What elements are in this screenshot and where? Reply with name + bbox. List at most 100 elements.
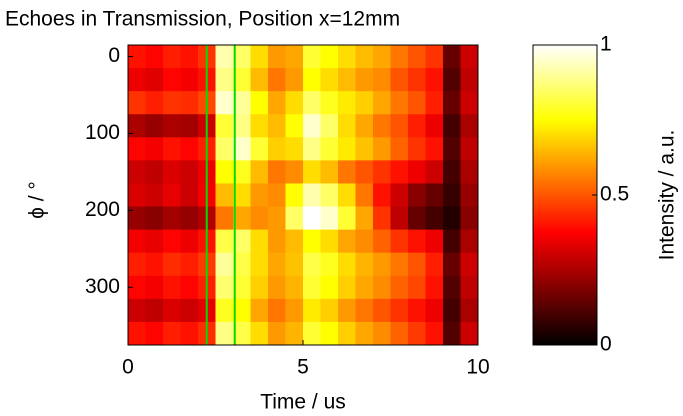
heatmap-cell (233, 114, 251, 138)
heatmap-cell (355, 252, 374, 277)
heatmap-cell (303, 45, 321, 69)
heatmap-cell (285, 160, 304, 184)
heatmap-cell (250, 229, 269, 254)
heatmap-cell (285, 321, 304, 346)
heatmap-cell (425, 137, 444, 161)
heatmap-cell (460, 252, 479, 277)
heatmap-cell (145, 114, 164, 138)
heatmap-cell (128, 321, 146, 346)
heatmap-cell (355, 321, 374, 346)
heatmap-cell (460, 91, 479, 115)
heatmap-cell (443, 252, 461, 277)
heatmap-cell (355, 183, 374, 208)
heatmap-cell (180, 275, 199, 300)
heatmap-cell (303, 229, 321, 254)
heatmap-cell (425, 298, 444, 323)
heatmap-cell (390, 45, 409, 69)
heatmap-cell (373, 45, 391, 69)
x-axis-label: Time / us (260, 391, 346, 414)
heatmap-cell (215, 137, 234, 161)
heatmap-cell (460, 160, 479, 184)
heatmap-cell (180, 160, 199, 184)
heatmap-cell (250, 114, 269, 138)
heatmap-cell (460, 321, 479, 346)
heatmap-cell (425, 275, 444, 300)
heatmap-cell (443, 321, 461, 346)
heatmap-cell (373, 321, 391, 346)
heatmap-cell (128, 183, 146, 208)
heatmap-cell (373, 298, 391, 323)
heatmap-cell (460, 45, 479, 69)
heatmap-cell (215, 45, 234, 69)
heatmap-cell (163, 275, 181, 300)
heatmap-cell (233, 206, 251, 231)
heatmap-cell (408, 45, 426, 69)
heatmap-cell (250, 91, 269, 115)
colorbar-tick-label: 0 (600, 333, 612, 356)
heatmap-cell (128, 68, 146, 92)
heatmap-cell (443, 183, 461, 208)
heatmap-cell (443, 229, 461, 254)
y-tick-label: 300 (85, 275, 120, 298)
heatmap-cell (355, 45, 374, 69)
heatmap-cell (320, 206, 339, 231)
heatmap-cell (233, 45, 251, 69)
heatmap-cell (145, 252, 164, 277)
heatmap-cell (163, 45, 181, 69)
heatmap-cell (145, 160, 164, 184)
heatmap-cell (460, 229, 479, 254)
heatmap-cell (373, 206, 391, 231)
colorbar (532, 44, 598, 346)
heatmap-cell (408, 229, 426, 254)
heatmap-cell (163, 160, 181, 184)
heatmap-cell (128, 229, 146, 254)
heatmap-cell (460, 137, 479, 161)
heatmap-cell (128, 160, 146, 184)
heatmap-cell (338, 137, 356, 161)
heatmap-cell (268, 183, 286, 208)
heatmap-cell (338, 160, 356, 184)
heatmap-cell (285, 183, 304, 208)
heatmap-cell (163, 206, 181, 231)
heatmap-cell (285, 298, 304, 323)
heatmap-cell (268, 206, 286, 231)
heatmap-cell (233, 137, 251, 161)
heatmap-cell (128, 206, 146, 231)
heatmap-cell (250, 206, 269, 231)
heatmap-cell (338, 68, 356, 92)
heatmap-cell (180, 252, 199, 277)
heatmap-cell (320, 252, 339, 277)
heatmap-cell (250, 321, 269, 346)
heatmap-cell (303, 321, 321, 346)
heatmap-cell (373, 68, 391, 92)
heatmap-cell (390, 252, 409, 277)
heatmap-cell (425, 206, 444, 231)
heatmap-cell (215, 298, 234, 323)
heatmap-cell (180, 114, 199, 138)
heatmap-cell (128, 252, 146, 277)
heatmap-cell (145, 275, 164, 300)
heatmap-cell (250, 160, 269, 184)
heatmap-cell (285, 137, 304, 161)
heatmap-cell (145, 68, 164, 92)
heatmap-cell (408, 160, 426, 184)
heatmap-cell (443, 114, 461, 138)
heatmap-cell (128, 298, 146, 323)
heatmap-cell (233, 321, 251, 346)
heatmap-cell (320, 183, 339, 208)
heatmap-cell (390, 91, 409, 115)
heatmap-cell (460, 183, 479, 208)
colorbar-tick-label: 0.5 (600, 183, 629, 206)
heatmap-cell (443, 160, 461, 184)
heatmap-cell (425, 114, 444, 138)
heatmap-cell (355, 137, 374, 161)
heatmap-cell (303, 160, 321, 184)
heatmap-cell (443, 275, 461, 300)
heatmap-cell (320, 229, 339, 254)
heatmap-cell (180, 45, 199, 69)
heatmap-cell (268, 91, 286, 115)
heatmap-cell (268, 114, 286, 138)
heatmap-cell (285, 275, 304, 300)
heatmap-cell (268, 68, 286, 92)
heatmap-cell (338, 275, 356, 300)
